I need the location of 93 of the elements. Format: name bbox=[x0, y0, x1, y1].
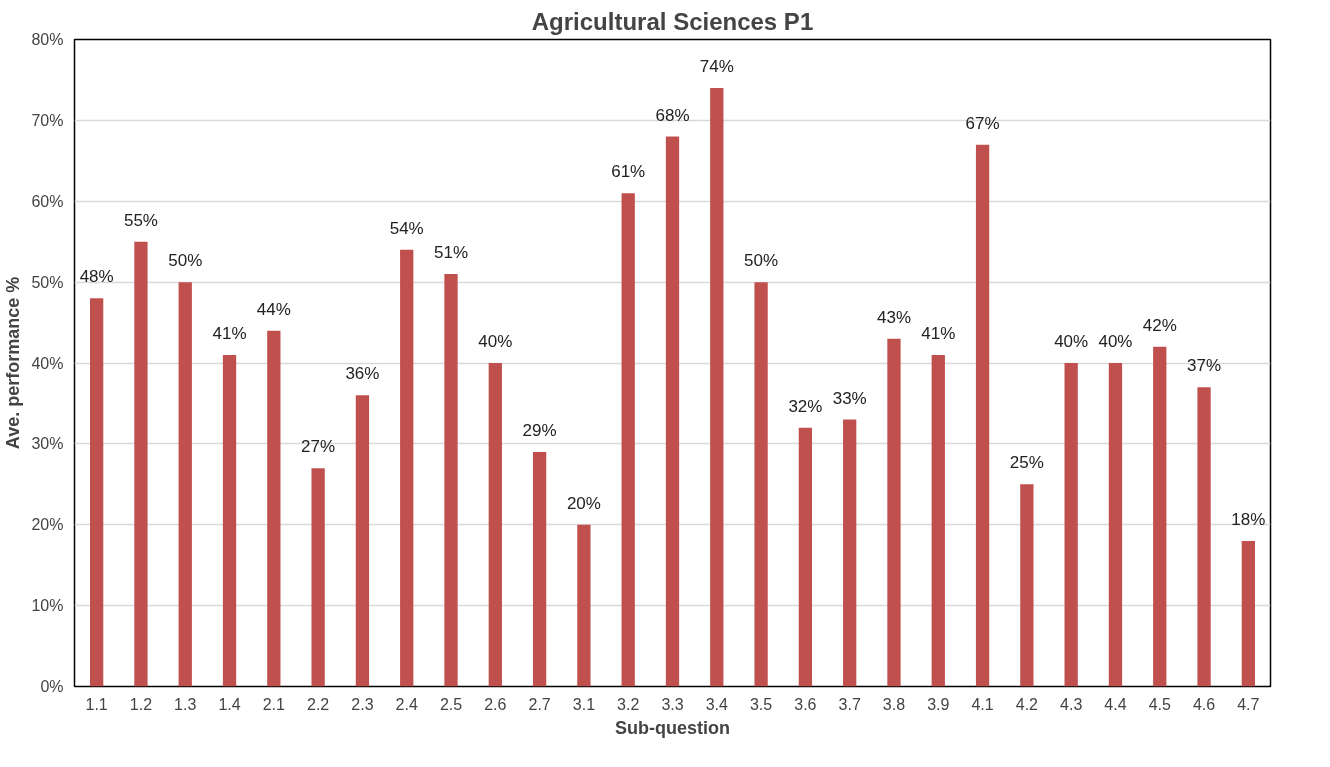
bar bbox=[754, 282, 768, 687]
bar bbox=[843, 419, 857, 687]
x-tick-label: 3.5 bbox=[749, 695, 773, 713]
bar bbox=[1020, 484, 1034, 687]
data-label: 40% bbox=[1054, 332, 1089, 351]
data-label: 32% bbox=[788, 396, 823, 416]
x-tick-label: 4.7 bbox=[1237, 695, 1260, 713]
x-tick-label: 3.9 bbox=[927, 695, 950, 713]
data-label: 33% bbox=[832, 388, 867, 408]
x-tick-label: 4.2 bbox=[1015, 695, 1039, 713]
data-label: 41% bbox=[212, 323, 247, 343]
data-label: 43% bbox=[876, 307, 911, 327]
bar bbox=[444, 274, 458, 687]
x-tick-label: 4.5 bbox=[1148, 695, 1171, 713]
bar bbox=[222, 354, 237, 687]
data-label: 61% bbox=[611, 162, 646, 182]
x-tick-label: 3.1 bbox=[572, 695, 596, 713]
x-tick-label: 4.4 bbox=[1104, 695, 1127, 713]
bar bbox=[90, 298, 104, 687]
data-label: 68% bbox=[655, 105, 690, 125]
x-tick-label: 3.2 bbox=[617, 695, 640, 713]
data-label: 29% bbox=[522, 420, 557, 440]
x-tick-label: 1.2 bbox=[129, 695, 153, 713]
data-label: 74% bbox=[699, 57, 734, 77]
data-label: 36% bbox=[345, 364, 380, 384]
x-axis-title: Sub-question bbox=[615, 717, 731, 738]
x-tick-label: 2.7 bbox=[528, 695, 551, 713]
y-tick-label: 70% bbox=[31, 111, 64, 129]
data-label: 50% bbox=[744, 251, 779, 271]
data-label: 54% bbox=[389, 218, 424, 238]
data-label: 44% bbox=[256, 299, 291, 319]
y-tick-label: 10% bbox=[31, 597, 64, 615]
bar bbox=[178, 282, 192, 687]
y-tick-label: 60% bbox=[31, 192, 64, 210]
bar bbox=[1153, 346, 1167, 687]
data-label: 67% bbox=[965, 113, 1000, 133]
bar bbox=[887, 338, 901, 687]
bar bbox=[931, 354, 945, 687]
x-tick-label: 3.8 bbox=[882, 695, 906, 713]
bar bbox=[400, 249, 414, 687]
x-tick-label: 4.6 bbox=[1192, 695, 1216, 713]
bar bbox=[1241, 540, 1255, 687]
data-label: 41% bbox=[921, 323, 956, 343]
x-tick-label: 2.3 bbox=[351, 695, 374, 713]
x-tick-label: 3.3 bbox=[661, 695, 684, 713]
x-tick-label: 3.4 bbox=[705, 695, 729, 713]
data-label: 37% bbox=[1187, 356, 1222, 376]
data-label: 50% bbox=[168, 251, 203, 271]
bar bbox=[1108, 363, 1123, 687]
bar bbox=[710, 88, 724, 687]
data-label: 20% bbox=[566, 493, 601, 513]
bar bbox=[1197, 387, 1211, 687]
data-label: 55% bbox=[123, 210, 158, 230]
data-label: 18% bbox=[1231, 509, 1266, 529]
y-tick-label: 30% bbox=[31, 435, 64, 453]
bar bbox=[311, 468, 325, 687]
bar bbox=[975, 144, 990, 687]
bar bbox=[621, 193, 635, 687]
x-tick-label: 2.2 bbox=[307, 695, 330, 713]
data-label: 51% bbox=[434, 243, 469, 263]
y-tick-label: 50% bbox=[31, 273, 64, 291]
data-label: 40% bbox=[1098, 332, 1133, 351]
x-tick-label: 2.5 bbox=[439, 695, 463, 713]
x-tick-label: 1.4 bbox=[218, 695, 241, 713]
x-tick-label: 1.1 bbox=[85, 695, 108, 713]
data-label: 27% bbox=[301, 437, 336, 457]
bar bbox=[1064, 363, 1078, 687]
x-tick-label: 1.3 bbox=[174, 695, 197, 713]
y-tick-label: 40% bbox=[31, 354, 64, 372]
bar bbox=[798, 427, 813, 687]
x-tick-label: 3.7 bbox=[838, 695, 861, 713]
bar bbox=[532, 451, 547, 687]
x-tick-label: 2.6 bbox=[484, 695, 507, 713]
x-tick-label: 2.1 bbox=[262, 695, 286, 713]
data-label: 42% bbox=[1142, 315, 1177, 335]
y-axis-title: Ave. performance % bbox=[3, 276, 24, 450]
bar bbox=[665, 136, 680, 687]
x-tick-label: 4.1 bbox=[971, 695, 994, 713]
bar bbox=[267, 330, 281, 687]
x-tick-label: 3.6 bbox=[794, 695, 817, 713]
y-tick-label: 0% bbox=[40, 678, 64, 695]
data-label: 40% bbox=[478, 332, 513, 351]
bar bbox=[577, 524, 591, 687]
bar bbox=[355, 395, 370, 687]
data-label: 48% bbox=[79, 267, 114, 287]
data-label: 25% bbox=[1009, 453, 1044, 473]
chart-title: Agricultural Sciences P1 bbox=[531, 7, 814, 35]
x-tick-label: 2.4 bbox=[395, 695, 418, 713]
y-tick-label: 80% bbox=[31, 31, 64, 48]
bar bbox=[488, 363, 502, 687]
y-tick-label: 20% bbox=[31, 516, 64, 534]
x-tick-label: 4.3 bbox=[1060, 695, 1083, 713]
bar bbox=[134, 241, 148, 687]
